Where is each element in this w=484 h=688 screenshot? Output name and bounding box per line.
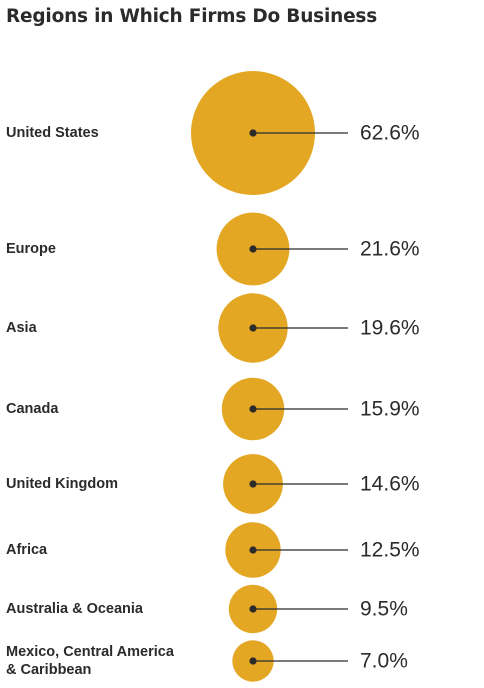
category-label-0: United States (6, 125, 99, 141)
center-dot-1 (249, 245, 257, 253)
value-label-0: 62.6% (360, 122, 420, 145)
value-label-1: 21.6% (360, 238, 420, 261)
center-dot-2 (249, 324, 257, 332)
category-label-5: Africa (6, 542, 48, 558)
value-label-7: 7.0% (360, 650, 408, 673)
value-label-6: 9.5% (360, 598, 408, 621)
center-dot-0 (249, 129, 257, 137)
center-dot-3 (249, 405, 257, 413)
chart-title: Regions in Which Firms Do Business (6, 6, 378, 27)
center-dot-5 (249, 546, 257, 554)
center-dot-7 (249, 657, 257, 665)
category-label-4: United Kingdom (6, 476, 118, 492)
category-label-6: Australia & Oceania (6, 601, 144, 617)
category-label-3: Canada (6, 401, 59, 417)
value-label-5: 12.5% (360, 539, 420, 562)
center-dot-6 (249, 605, 257, 613)
value-label-2: 19.6% (360, 317, 420, 340)
category-label-2: Asia (6, 320, 38, 336)
value-label-4: 14.6% (360, 473, 420, 496)
value-label-3: 15.9% (360, 398, 420, 421)
center-dot-4 (249, 480, 257, 488)
category-label-1: Europe (6, 241, 56, 257)
category-label-7: Mexico, Central America & Caribbean (6, 644, 175, 678)
